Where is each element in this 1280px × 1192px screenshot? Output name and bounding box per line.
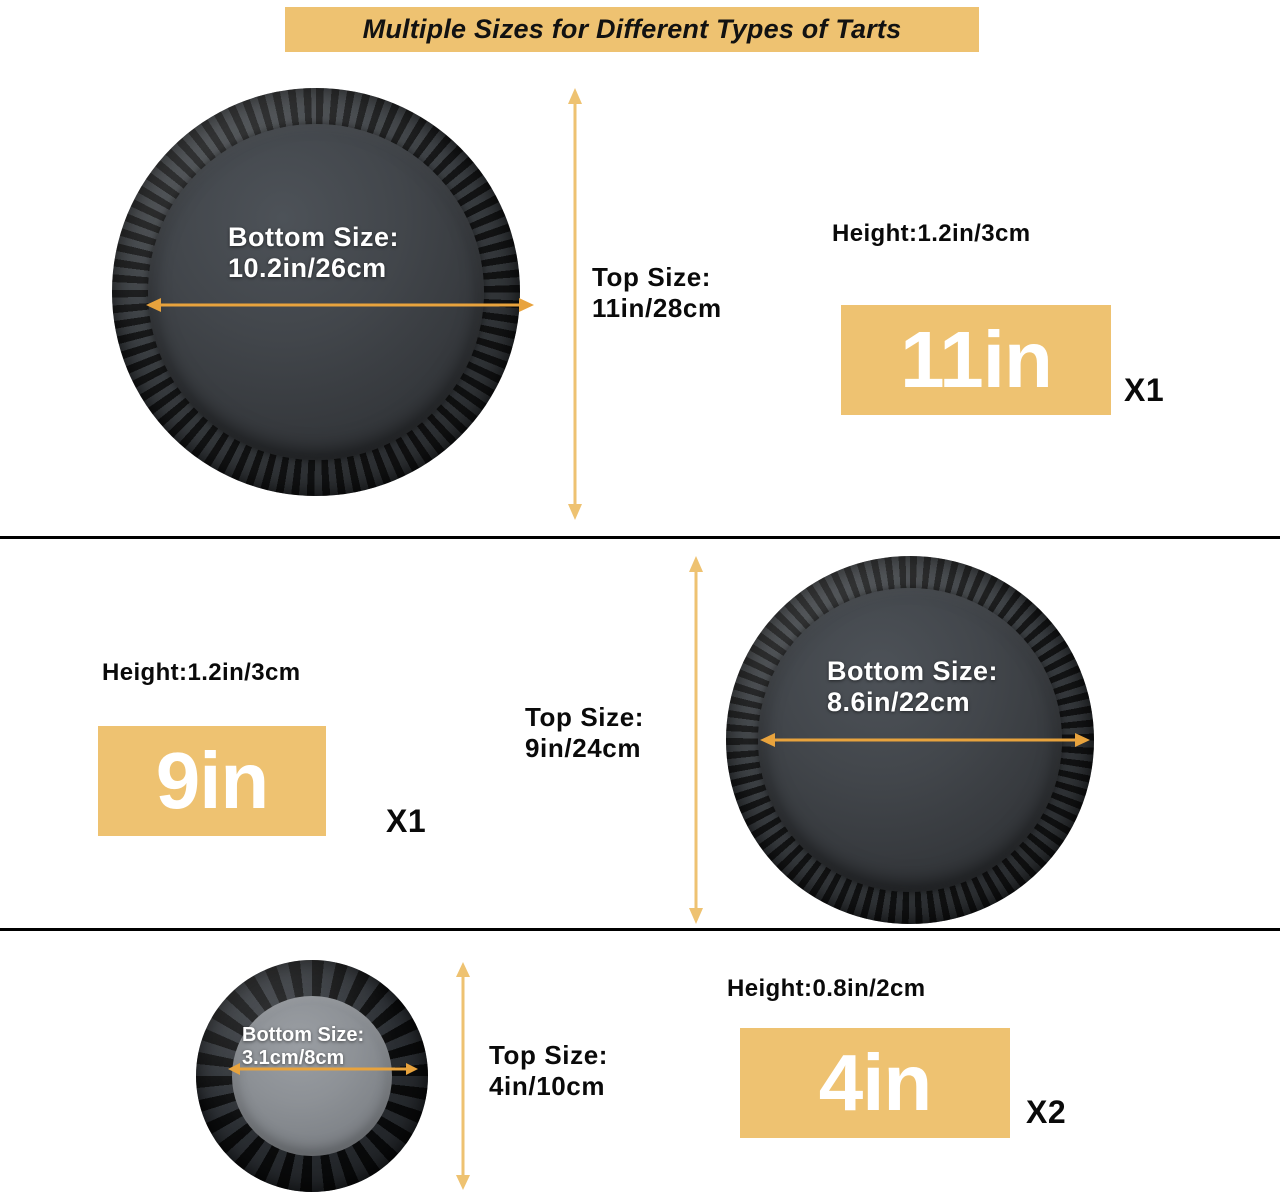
bottom-size-caption: Bottom Size: <box>242 1024 365 1046</box>
bottom-size-value: 3.1cm/8cm <box>242 1047 345 1070</box>
top-size-arrow-9in <box>687 556 705 924</box>
pan-removable-base <box>148 124 484 460</box>
bottom-size-caption: Bottom Size: <box>827 656 998 686</box>
size-badge-11in: 11in <box>841 305 1111 415</box>
top-size-value: 11in/28cm <box>592 293 722 324</box>
top-size-caption: Top Size: <box>592 262 712 292</box>
top-size-caption: Top Size: <box>525 702 645 732</box>
height-label-4in: Height:0.8in/2cm <box>727 975 926 1002</box>
top-size-value: 4in/10cm <box>489 1071 606 1102</box>
page-title: Multiple Sizes for Different Types of Ta… <box>362 14 902 44</box>
tart-pan-11in <box>112 88 520 496</box>
panel-divider-2 <box>0 928 1280 931</box>
quantity-4in: X2 <box>1026 1094 1067 1130</box>
size-badge-4in: 4in <box>740 1028 1010 1138</box>
top-size-value: 9in/24cm <box>525 733 642 764</box>
title-banner: Multiple Sizes for Different Types of Ta… <box>285 7 979 52</box>
top-size-label-9in: Top Size: 9in/24cm <box>525 702 644 764</box>
size-badge-9in: 9in <box>98 726 326 836</box>
pan-removable-base <box>232 996 392 1156</box>
bottom-diameter-arrow-9in <box>760 731 1090 749</box>
bottom-size-label-9in: Bottom Size: 8.6in/22cm <box>827 656 998 719</box>
top-size-label-4in: Top Size: 4in/10cm <box>489 1040 608 1102</box>
bottom-size-label-11in: Bottom Size: 10.2in/26cm <box>228 222 399 285</box>
bottom-size-value: 8.6in/22cm <box>827 687 971 718</box>
top-size-arrow-4in <box>454 962 472 1190</box>
size-badge-text: 11in <box>900 315 1053 404</box>
top-size-label-11in: Top Size: 11in/28cm <box>592 262 722 324</box>
height-label-11in: Height:1.2in/3cm <box>832 220 1031 247</box>
bottom-size-value: 10.2in/26cm <box>228 253 387 284</box>
top-size-caption: Top Size: <box>489 1040 609 1070</box>
panel-divider-1 <box>0 536 1280 539</box>
size-badge-text: 9in <box>155 736 270 825</box>
bottom-size-label-4in: Bottom Size: 3.1cm/8cm <box>242 1024 364 1070</box>
quantity-9in: X1 <box>386 803 427 839</box>
quantity-11in: X1 <box>1124 372 1165 408</box>
bottom-diameter-arrow-11in <box>146 296 534 314</box>
height-label-9in: Height:1.2in/3cm <box>102 659 301 686</box>
top-size-arrow-11in <box>566 88 584 520</box>
tart-pan-4in <box>196 960 428 1192</box>
size-badge-text: 4in <box>818 1038 933 1127</box>
bottom-diameter-arrow-4in <box>228 1062 418 1076</box>
bottom-size-caption: Bottom Size: <box>228 222 399 252</box>
